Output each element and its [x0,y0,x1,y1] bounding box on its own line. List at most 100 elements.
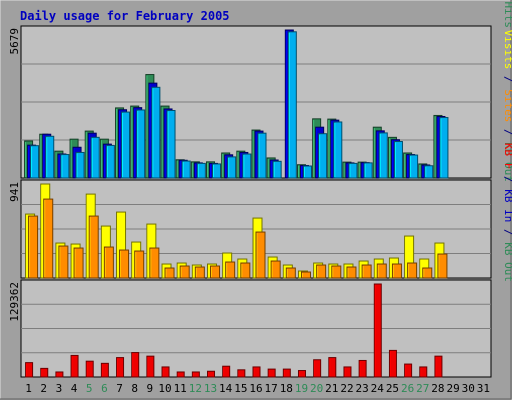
x-tick-label-day-17: 17 [265,382,278,395]
bar-visits-sites-day-16 [255,231,266,279]
bar-requests-pages-day-24 [378,132,388,179]
bar-requests-pages-day-18 [287,31,297,179]
bar-requests-pages-day-8 [136,109,146,179]
x-tick-label-day-29: 29 [446,382,459,395]
bar-requests-pages-day-15 [242,153,252,179]
bar-visits-sites-day-23 [361,264,372,279]
bar-kbytes-kb-f-day-24 [373,283,382,378]
bar-kbytes-kb-f-day-10 [161,366,170,378]
bar-requests-pages-day-5 [90,136,100,179]
bar-visits-sites-day-2 [43,198,54,279]
bar-requests-pages-day-4 [75,151,85,179]
bar-kbytes-kb-f-day-12 [191,371,200,378]
bar-visits-sites-day-28 [437,253,448,279]
bar-requests-pages-day-27 [424,165,434,179]
bar-visits-sites-day-13 [210,265,221,279]
panel-visits-legend: Visits / Sites / KB Out [502,30,512,182]
x-tick-label-day-30: 30 [462,382,475,395]
bar-kbytes-kb-f-day-1 [25,362,34,378]
bar-visits-sites-day-12 [194,266,205,279]
panel-requests-legend: Pages / Files / Hits [502,0,512,28]
panel-requests-max-label: 5679 [8,28,21,55]
bar-kbytes-kb-f-day-18 [282,368,291,378]
bar-visits-sites-day-20 [316,264,327,279]
bar-visits-sites-day-19 [300,271,311,279]
legend-part: / [502,69,512,89]
bar-kbytes-kb-f-day-25 [388,349,397,378]
x-tick-label-day-23: 23 [356,382,369,395]
bar-requests-pages-day-23 [363,162,373,179]
x-tick-label-day-6: 6 [101,382,108,395]
bar-requests-pages-day-26 [409,154,419,179]
x-tick-label-day-7: 7 [116,382,123,395]
x-tick-label-day-14: 14 [219,382,233,395]
bar-requests-pages-day-20 [318,133,328,179]
x-tick-label-day-12: 12 [189,382,202,395]
x-tick-label-day-22: 22 [340,382,353,395]
legend-part: / [502,0,512,2]
x-tick-label-day-26: 26 [401,382,414,395]
legend-part: KB Out [502,142,512,182]
panel-kbytes-max-label: 129362 [8,282,21,322]
bar-kbytes-kb-f-day-17 [267,368,276,378]
x-tick-label-day-18: 18 [280,382,293,395]
panel-visits: 941 Visits / Sites / KB Out [8,30,512,279]
bar-requests-pages-day-17 [272,160,282,179]
bar-requests-pages-day-1 [30,145,40,179]
bar-visits-sites-day-9 [149,247,160,279]
legend-part: Hits [502,2,512,29]
bar-requests-pages-day-7 [121,111,131,179]
bar-requests-pages-day-25 [393,141,403,179]
x-tick-label-day-25: 25 [386,382,399,395]
bar-kbytes-kb-f-day-4 [70,354,79,378]
x-tick-label-day-31: 31 [477,382,490,395]
bar-requests-pages-day-16 [257,132,267,179]
bar-visits-sites-day-10 [164,267,175,279]
bar-kbytes-kb-f-day-16 [252,366,261,378]
bar-visits-sites-day-8 [134,250,145,279]
bar-kbytes-kb-f-day-20 [313,359,322,378]
bar-visits-sites-day-26 [407,262,418,279]
bar-requests-pages-day-12 [196,162,206,179]
bar-requests-pages-day-19 [302,165,312,179]
bar-visits-sites-day-5 [88,215,99,279]
bar-requests-pages-day-11 [181,160,191,179]
x-tick-label-day-16: 16 [249,382,262,395]
legend-part: Visits [502,30,512,70]
x-tick-label-day-21: 21 [325,382,338,395]
bar-kbytes-kb-f-day-27 [419,366,428,378]
panel-visits-max-label: 941 [8,182,21,202]
panel-kbytes-legend: KB F / KB In / KB Out [502,143,512,282]
bar-visits-sites-day-1 [28,215,39,279]
bar-kbytes-kb-f-day-22 [343,366,352,378]
x-tick-label-day-4: 4 [71,382,78,395]
x-tick-label-day-28: 28 [431,382,444,395]
bar-requests-pages-day-13 [212,163,222,179]
bar-kbytes-kb-f-day-2 [40,367,49,378]
bar-kbytes-kb-f-day-26 [404,363,413,378]
bar-kbytes-kb-f-day-6 [100,362,109,378]
bar-visits-sites-day-11 [179,265,190,279]
bar-requests-pages-day-22 [348,162,358,179]
legend-part: KB Out [502,242,512,282]
bar-kbytes-kb-f-day-5 [85,360,94,378]
bar-requests-pages-day-21 [333,121,343,179]
bar-kbytes-kb-f-day-21 [328,357,337,378]
bar-requests-pages-day-6 [105,144,115,179]
bar-visits-sites-day-17 [270,260,281,279]
panel-kbytes: 129362 KB F / KB In / KB Out [8,143,512,378]
bar-kbytes-kb-f-day-8 [131,352,140,378]
x-tick-label-day-15: 15 [234,382,247,395]
bar-visits-sites-day-25 [391,263,402,279]
bar-requests-pages-day-14 [227,156,237,179]
x-tick-label-day-5: 5 [86,382,93,395]
bar-visits-sites-day-24 [376,263,387,279]
legend-part: / [502,169,512,189]
bar-kbytes-kb-f-day-19 [297,370,306,378]
bar-requests-pages-day-10 [166,110,176,179]
x-tick-label-day-3: 3 [56,382,63,395]
bar-kbytes-kb-f-day-14 [222,365,231,378]
x-tick-label-day-20: 20 [310,382,323,395]
x-tick-label-day-9: 9 [147,382,154,395]
